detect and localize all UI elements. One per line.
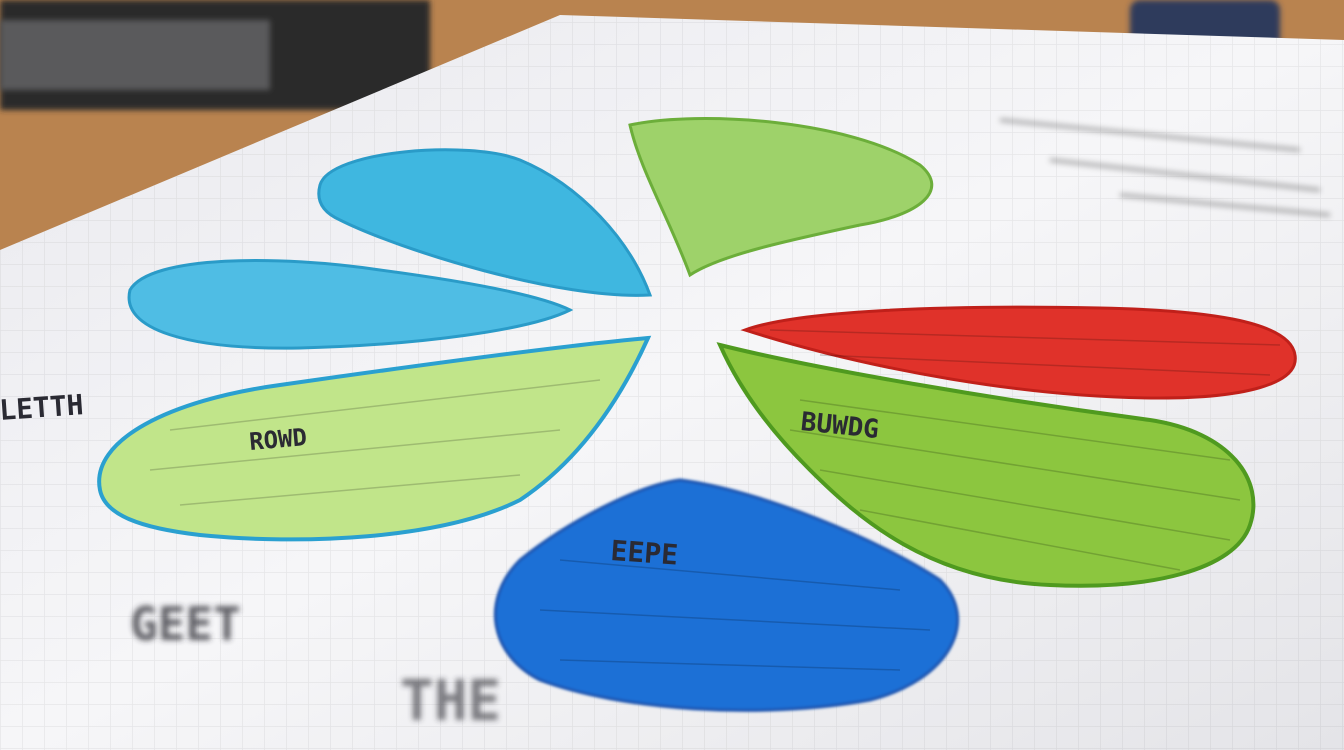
petal-light-blue-left — [127, 258, 574, 350]
keyboard-edge — [0, 20, 270, 90]
petal-hatching — [149, 329, 1281, 671]
petal-green-left — [97, 335, 652, 542]
scrawl-bottom-left: GEET — [130, 597, 241, 651]
scrawl-bottom-center: THE — [400, 669, 501, 734]
petal-light-blue-top — [317, 148, 653, 297]
petal-green-top — [628, 117, 934, 278]
scrawl-left-margin: LETTH — [0, 388, 85, 427]
scrawl-blue: EEPE — [610, 534, 680, 572]
scrawl-green-left: ROWD — [248, 423, 308, 456]
petal-green-right — [716, 342, 1256, 588]
blurred-notes-top-right — [999, 118, 1331, 217]
petal-blue-bottom — [493, 478, 959, 712]
petal-red — [740, 305, 1297, 400]
